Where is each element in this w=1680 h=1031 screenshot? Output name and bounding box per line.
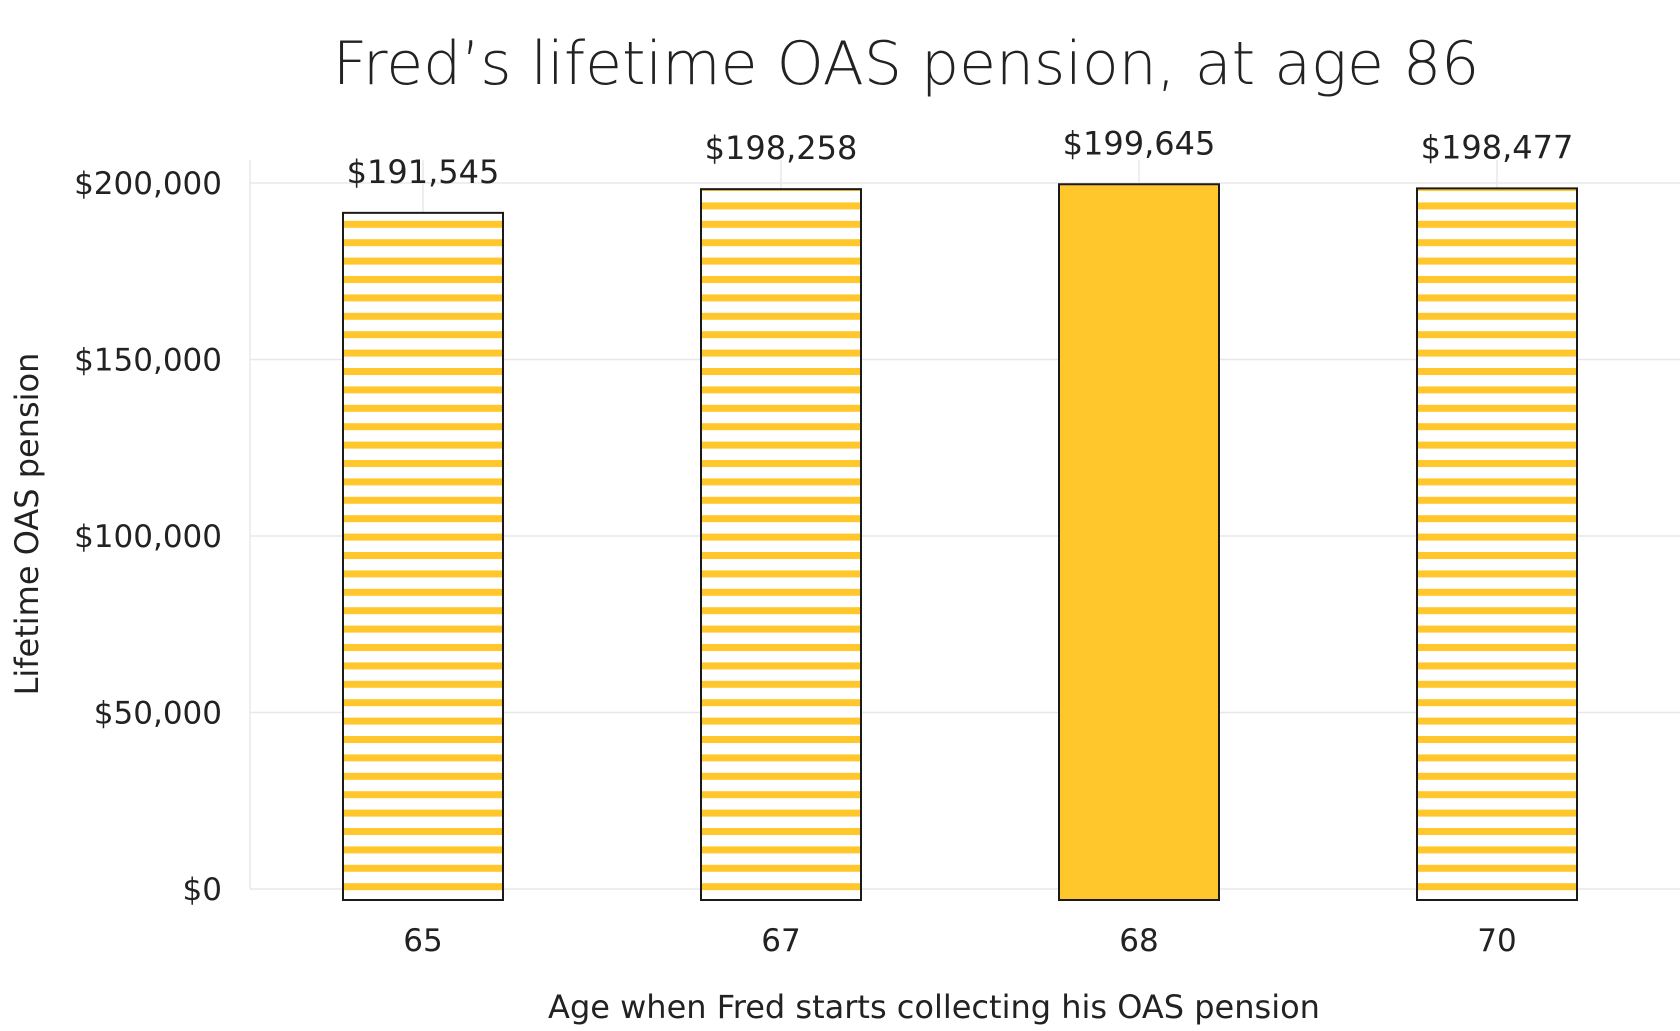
- x-tick-label: 67: [761, 923, 800, 959]
- bar-value-label: $198,258: [705, 129, 858, 167]
- bar-value-label: $191,545: [347, 153, 500, 191]
- x-tick-label: 68: [1119, 923, 1158, 959]
- bar-value-labels: $191,545 $198,258 $199,645 $198,477: [347, 124, 1574, 191]
- x-tick-label: 65: [403, 923, 442, 959]
- y-tick-label: $50,000: [94, 696, 222, 732]
- y-axis-title: Lifetime OAS pension: [8, 353, 46, 696]
- y-axis-ticks: $0 $50,000 $100,000 $150,000 $200,000: [74, 166, 222, 908]
- bar-age-70: [1416, 187, 1578, 902]
- bar-age-65: [342, 211, 504, 902]
- bar-age-68: [1058, 183, 1220, 901]
- bar-age-67: [700, 188, 862, 902]
- bar-value-label: $199,645: [1063, 124, 1216, 162]
- bar-value-label: $198,477: [1421, 128, 1574, 166]
- bars: [342, 183, 1578, 902]
- x-axis-ticks: 65 67 68 70: [403, 923, 1516, 959]
- x-tick-label: 70: [1477, 923, 1516, 959]
- y-tick-label: $200,000: [74, 166, 222, 202]
- x-axis-title: Age when Fred starts collecting his OAS …: [548, 988, 1320, 1026]
- y-tick-label: $100,000: [74, 519, 222, 555]
- y-tick-label: $150,000: [74, 343, 222, 379]
- chart-title: Fred’s lifetime OAS pension, at age 86: [333, 29, 1480, 99]
- y-tick-label: $0: [183, 872, 222, 908]
